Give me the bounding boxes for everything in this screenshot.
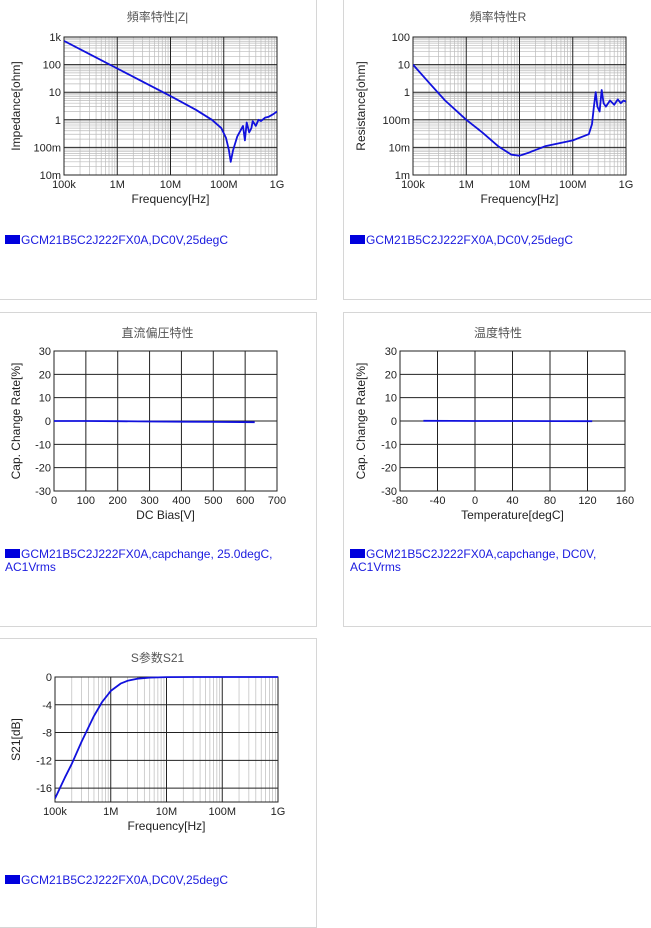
x-axis-label: Frequency[Hz] (131, 192, 209, 206)
y-tick-label: 10 (39, 393, 51, 405)
x-tick-label: 80 (544, 495, 556, 507)
y-tick-label: 20 (39, 369, 51, 381)
x-tick-label: -40 (430, 495, 446, 507)
y-tick-label: 10 (49, 87, 61, 99)
x-tick-label: 10M (160, 179, 181, 191)
grid (55, 677, 278, 802)
x-tick-label: 1M (103, 806, 118, 818)
y-axis-label: Impedance[ohm] (9, 61, 23, 150)
legend-label: GCM21B5C2J222FX0A,DC0V,25degC (21, 873, 228, 887)
y-axis-label: S21[dB] (9, 718, 23, 761)
legend: GCM21B5C2J222FX0A,capchange, 25.0degC, A… (5, 548, 295, 574)
y-tick-label: -10 (381, 439, 397, 451)
x-tick-label: 0 (472, 495, 478, 507)
y-tick-label: -10 (35, 439, 51, 451)
x-tick-label: 1M (110, 179, 125, 191)
y-tick-label: 10m (389, 142, 410, 154)
y-tick-label: 1k (49, 32, 61, 44)
y-tick-label: -20 (35, 463, 51, 475)
x-axis-label: Frequency[Hz] (127, 819, 205, 833)
y-tick-label: 1 (404, 87, 410, 99)
x-tick-label: 1G (619, 179, 634, 191)
x-tick-label: 1M (459, 179, 474, 191)
x-tick-label: 100 (77, 495, 95, 507)
legend-label: GCM21B5C2J222FX0A,DC0V,25degC (21, 233, 228, 247)
x-tick-label: 300 (140, 495, 158, 507)
legend: GCM21B5C2J222FX0A,DC0V,25degC (5, 874, 228, 887)
y-tick-label: 10 (398, 60, 410, 72)
legend: GCM21B5C2J222FX0A,DC0V,25degC (5, 234, 228, 247)
y-tick-label: -20 (381, 463, 397, 475)
y-tick-label: 100m (382, 115, 410, 127)
dc-bias-chart: 0 100 200 300 400 500 600 700 -30 -20 -10 0 10 20 30 DC… (0, 313, 318, 543)
y-tick-label: -12 (36, 755, 52, 767)
y-axis-label: Resistance[ohm] (354, 61, 368, 150)
legend-label: GCM21B5C2J222FX0A,capchange, 25.0degC, A… (5, 547, 273, 574)
x-tick-label: 0 (51, 495, 57, 507)
legend-swatch (5, 875, 20, 884)
y-tick-label: -8 (42, 728, 52, 740)
y-tick-label: 10 (385, 393, 397, 405)
y-tick-label: -30 (35, 486, 51, 498)
x-axis-label: Frequency[Hz] (480, 192, 558, 206)
y-tick-label: 30 (39, 346, 51, 358)
x-tick-label: 100k (43, 806, 67, 818)
y-tick-label: 1 (55, 115, 61, 127)
x-tick-label: 600 (236, 495, 254, 507)
x-tick-label: 10M (156, 806, 177, 818)
legend-label: GCM21B5C2J222FX0A,capchange, DC0V, AC1Vr… (350, 547, 596, 574)
x-tick-label: 400 (172, 495, 190, 507)
y-tick-label: -30 (381, 486, 397, 498)
y-tick-label: 30 (385, 346, 397, 358)
y-tick-label: 100 (43, 60, 61, 72)
x-axis-label: Temperature[degC] (461, 508, 564, 522)
legend-swatch (5, 235, 20, 244)
y-axis-label: Cap. Change Rate[%] (9, 363, 23, 480)
x-tick-label: 100M (208, 806, 236, 818)
x-tick-label: 100M (210, 179, 238, 191)
x-tick-label: 120 (578, 495, 596, 507)
x-tick-label: 160 (616, 495, 634, 507)
x-tick-label: 40 (506, 495, 518, 507)
y-tick-label: 20 (385, 369, 397, 381)
legend-swatch (5, 549, 20, 558)
x-tick-label: 1G (270, 179, 285, 191)
y-axis-label: Cap. Change Rate[%] (354, 363, 368, 480)
legend: GCM21B5C2J222FX0A,DC0V,25degC (350, 234, 573, 247)
legend: GCM21B5C2J222FX0A,capchange, DC0V, AC1Vr… (350, 548, 640, 574)
x-tick-label: 500 (204, 495, 222, 507)
s21-chart: 100k 1M 10M 100M 1G -16 -12 -8 -4 0 Frequency[Hz] S… (0, 639, 318, 869)
legend-label: GCM21B5C2J222FX0A,DC0V,25degC (366, 233, 573, 247)
y-tick-label: 1m (395, 170, 410, 182)
y-tick-label: 0 (46, 672, 52, 684)
y-tick-label: -4 (42, 700, 52, 712)
series-line (54, 421, 255, 422)
x-axis-label: DC Bias[V] (136, 508, 195, 522)
x-tick-label: 200 (109, 495, 127, 507)
y-tick-label: 100m (33, 142, 61, 154)
y-tick-label: 10m (40, 170, 61, 182)
x-tick-label: 10M (509, 179, 530, 191)
y-tick-label: -16 (36, 783, 52, 795)
legend-swatch (350, 235, 365, 244)
x-tick-label: 100M (559, 179, 587, 191)
y-tick-label: 0 (45, 416, 51, 428)
y-tick-label: 100 (392, 32, 410, 44)
x-tick-label: 700 (268, 495, 286, 507)
y-tick-label: 0 (391, 416, 397, 428)
legend-swatch (350, 549, 365, 558)
x-tick-label: 1G (271, 806, 286, 818)
